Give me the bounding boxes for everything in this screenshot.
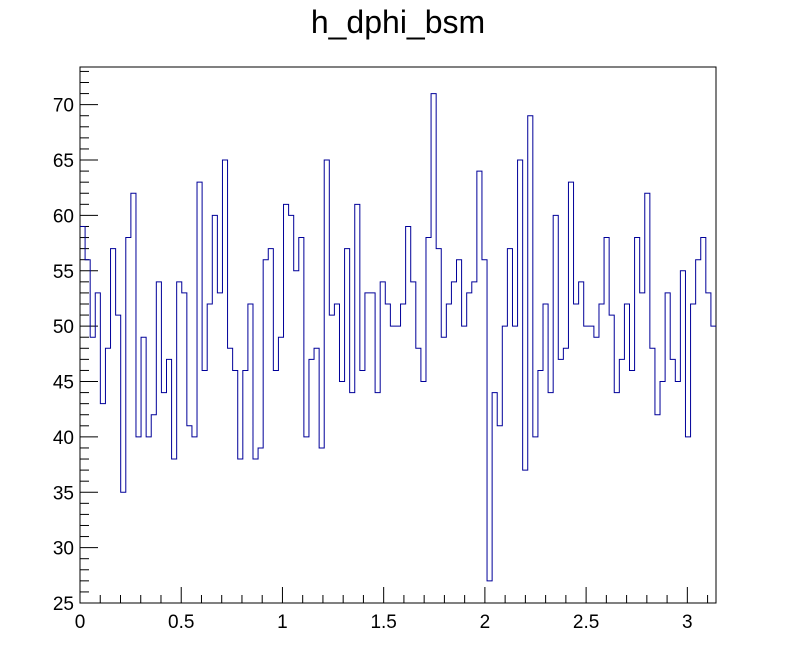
plot-frame <box>79 66 717 604</box>
y-tick-label: 60 <box>53 206 74 227</box>
x-tick-label: 0 <box>75 612 86 633</box>
y-tick-label: 45 <box>53 373 74 394</box>
y-tick-label: 50 <box>53 317 74 338</box>
tick-labels: 0 0.5 1 1.5 2 2.5 3 25 30 35 40 45 50 55 60 65 70 <box>53 96 693 633</box>
x-tick-label: 1.5 <box>370 612 396 633</box>
y-tick-label: 40 <box>53 428 74 449</box>
axis-ticks <box>79 70 709 604</box>
x-tick-label: 2 <box>480 612 491 633</box>
x-tick-label: 1 <box>277 612 288 633</box>
y-tick-label: 55 <box>53 262 74 283</box>
y-tick-label: 35 <box>53 483 74 504</box>
y-tick-label: 30 <box>53 539 74 560</box>
y-tick-label: 25 <box>53 594 74 615</box>
chart-title: h_dphi_bsm <box>311 4 485 40</box>
y-tick-label: 65 <box>53 151 74 172</box>
x-tick-label: 2.5 <box>573 612 599 633</box>
histogram-series-line <box>80 93 716 582</box>
x-tick-label: 3 <box>682 612 693 633</box>
x-tick-label: 0.5 <box>168 612 194 633</box>
y-tick-label: 70 <box>53 96 74 117</box>
